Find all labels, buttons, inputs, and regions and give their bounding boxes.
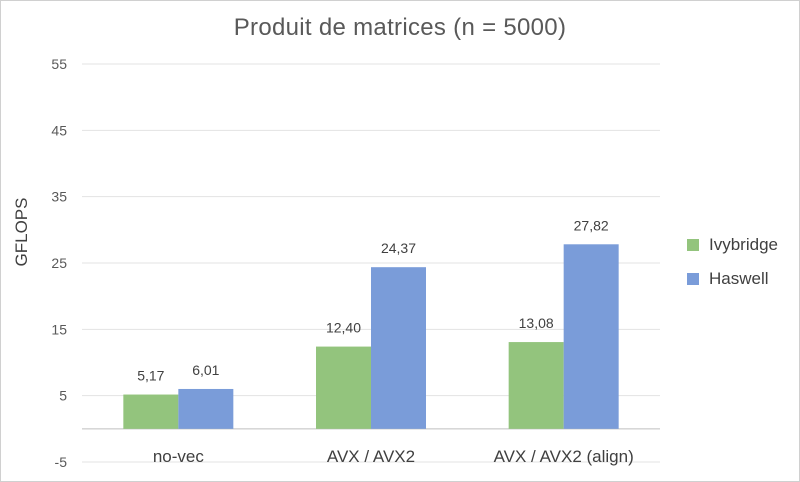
data-label: 13,08 — [519, 315, 554, 331]
legend-swatch-haswell — [687, 273, 699, 285]
legend: Ivybridge Haswell — [687, 234, 778, 302]
y-axis-label: GFLOPS — [12, 197, 31, 267]
y-tick-label: -5 — [55, 454, 68, 470]
y-tick-label: 25 — [51, 255, 67, 271]
legend-label-ivybridge: Ivybridge — [709, 235, 778, 254]
bar-ivybridge — [508, 342, 564, 429]
legend-item-haswell: Haswell — [687, 268, 778, 290]
x-tick-label: no-vec — [153, 447, 205, 466]
bar-ivybridge — [123, 394, 179, 429]
y-tick-label: 35 — [51, 189, 67, 205]
data-label: 24,37 — [381, 240, 416, 256]
y-tick-label: 5 — [59, 388, 67, 404]
y-tick-label: 15 — [51, 321, 67, 337]
legend-item-ivybridge: Ivybridge — [687, 234, 778, 256]
y-tick-label: 55 — [51, 56, 67, 72]
bar-haswell — [371, 267, 426, 429]
bar-haswell — [563, 244, 619, 429]
data-label: 12,40 — [326, 320, 361, 336]
x-tick-label: AVX / AVX2 (align) — [494, 447, 634, 466]
chart-title: Produit de matrices (n = 5000) — [233, 14, 567, 41]
bar-haswell — [178, 388, 234, 429]
data-label: 6,01 — [192, 362, 219, 378]
bar-ivybridge — [316, 346, 371, 429]
legend-swatch-ivybridge — [687, 239, 699, 251]
data-label: 5,17 — [137, 368, 164, 384]
data-label: 27,82 — [574, 217, 609, 233]
y-tick-label: 45 — [51, 122, 67, 138]
x-tick-label: AVX / AVX2 — [327, 447, 415, 466]
legend-label-haswell: Haswell — [709, 269, 769, 288]
